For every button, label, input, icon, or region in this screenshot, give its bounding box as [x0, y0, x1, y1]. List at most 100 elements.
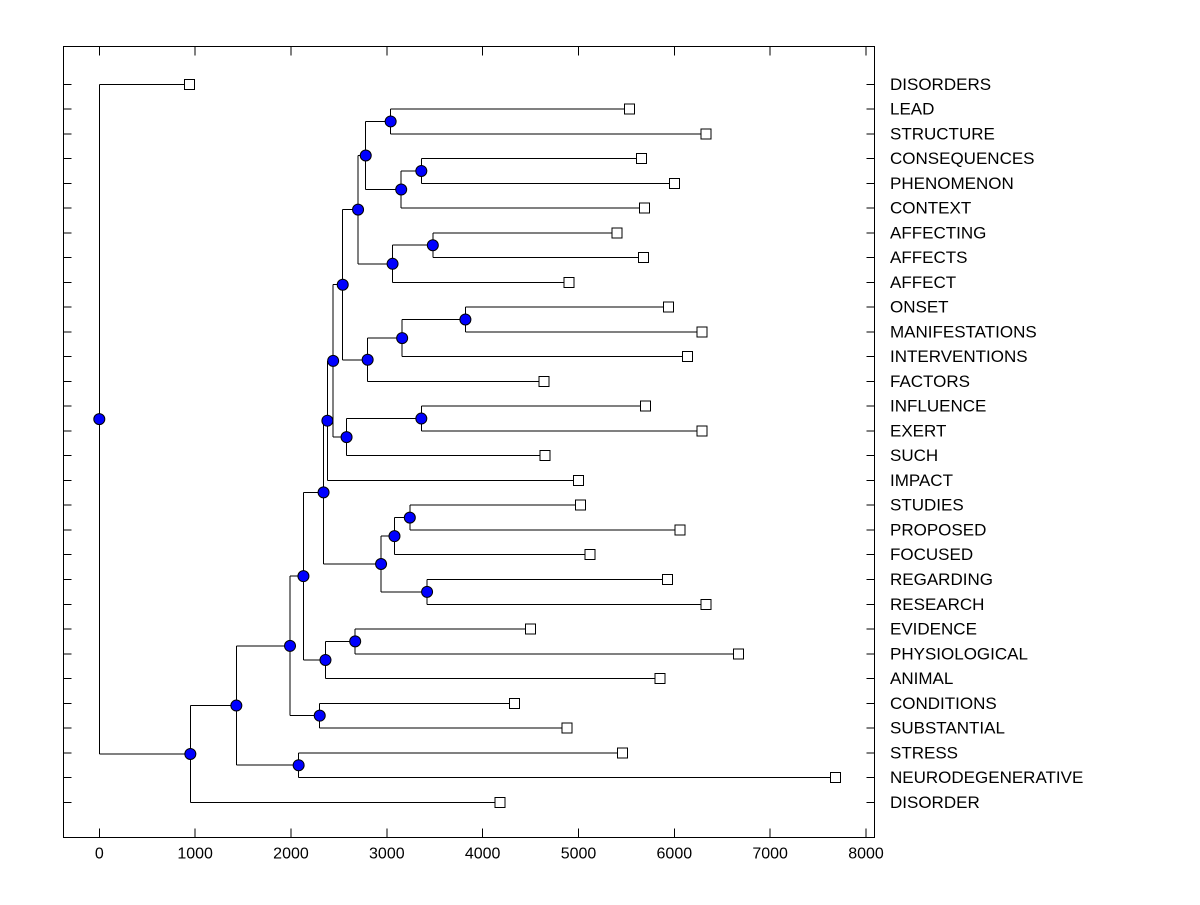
leaf-marker: [538, 375, 550, 387]
y-axis-ticks: [63, 83, 875, 803]
plot-border: [63, 46, 875, 838]
x-tick-label: 4000: [465, 846, 501, 863]
tree-branches: [98, 83, 836, 803]
branch-node-marker: [297, 570, 310, 583]
leaf-marker: [663, 301, 675, 313]
leaf-label: RESEARCH: [890, 595, 984, 614]
branch-node-marker: [361, 353, 374, 366]
branch-node-marker: [93, 413, 106, 426]
branch-node-marker: [340, 431, 353, 444]
leaf-marker: [662, 574, 674, 585]
leaf-marker: [508, 697, 520, 709]
leaf-label: MANIFESTATIONS: [890, 322, 1037, 341]
leaf-label: REGARDING: [890, 570, 993, 589]
branch-node-marker: [319, 653, 332, 666]
leaf-marker: [623, 103, 635, 115]
branch-node-marker: [327, 354, 340, 367]
branch-node-marker: [349, 635, 362, 648]
x-tick-label: 1000: [177, 846, 213, 863]
leaf-marker: [696, 425, 708, 437]
leaf-label: FOCUSED: [890, 545, 973, 564]
leaf-marker: [494, 796, 506, 808]
leaf-marker: [700, 598, 712, 610]
x-tick-label: 5000: [561, 846, 597, 863]
leaf-label: DISORDERS: [890, 75, 991, 94]
leaf-label: ONSET: [890, 298, 949, 317]
branch-node-marker: [395, 183, 408, 196]
branch-node-marker: [321, 414, 334, 427]
branch-node-marker: [184, 747, 197, 760]
leaf-label: IMPACT: [890, 471, 953, 490]
leaf-label: AFFECTING: [890, 223, 986, 242]
x-axis: 0 1000 2000 3000 4000 5000 6000 7000 8000: [95, 46, 884, 863]
branch-node-marker: [415, 164, 428, 177]
branch-node-marker: [352, 203, 365, 216]
leaf-label: STRUCTURE: [890, 124, 995, 143]
leaf-marker: [700, 128, 712, 140]
leaf-marker: [572, 474, 584, 486]
leaf-markers: [183, 78, 841, 808]
leaf-marker: [668, 177, 680, 189]
leaf-label: CONTEXT: [890, 199, 971, 218]
leaf-marker: [682, 351, 694, 363]
leaf-label: AFFECT: [890, 273, 956, 292]
leaf-label: STUDIES: [890, 496, 964, 515]
leaf-marker: [611, 227, 623, 239]
leaf-marker: [638, 252, 650, 264]
leaf-label: STRESS: [890, 743, 958, 762]
branch-node-marker: [415, 412, 428, 425]
leaf-label: AFFECTS: [890, 248, 967, 267]
branch-node-marker: [421, 585, 434, 598]
leaf-label: SUBSTANTIAL: [890, 719, 1005, 738]
leaf-marker: [563, 276, 575, 288]
leaf-label: ANIMAL: [890, 669, 953, 688]
leaf-label: FACTORS: [890, 372, 970, 391]
leaf-label: NEURODEGENERATIVE: [890, 768, 1083, 787]
leaf-marker: [733, 648, 745, 660]
branch-node-marker: [403, 511, 416, 524]
leaf-label: CONDITIONS: [890, 694, 997, 713]
leaf-marker: [654, 673, 666, 685]
x-tick-label: 0: [95, 846, 104, 863]
branch-node-marker: [336, 278, 349, 291]
x-tick-label: 3000: [369, 846, 405, 863]
leaf-marker: [561, 722, 573, 734]
leaf-label: INTERVENTIONS: [890, 347, 1028, 366]
leaf-marker: [696, 326, 708, 338]
branch-node-marker: [426, 239, 439, 252]
leaf-label: PHYSIOLOGICAL: [890, 644, 1028, 663]
leaf-marker: [584, 549, 596, 561]
leaf-label: PROPOSED: [890, 520, 986, 539]
leaf-marker: [674, 524, 686, 536]
branch-node-marker: [359, 149, 372, 162]
leaf-label: DISORDER: [890, 793, 980, 812]
branch-node-marker: [292, 759, 305, 772]
leaf-label: CONSEQUENCES: [890, 149, 1035, 168]
branch-node-marker: [317, 486, 330, 499]
branch-node-marker: [396, 332, 409, 345]
leaf-marker: [539, 450, 551, 462]
leaf-marker: [574, 499, 586, 511]
leaf-marker: [636, 153, 648, 165]
branch-node-marker: [230, 699, 243, 712]
x-tick-label: 2000: [273, 846, 309, 863]
leaf-marker: [640, 400, 652, 412]
x-tick-label: 7000: [752, 846, 788, 863]
leaf-label: INFLUENCE: [890, 397, 986, 416]
branch-node-marker: [375, 558, 388, 571]
leaf-label: EXERT: [890, 421, 946, 440]
branch-node-marker: [459, 313, 472, 326]
branch-node-marker: [313, 709, 326, 722]
branch-node-markers: [93, 115, 472, 772]
leaf-marker: [525, 623, 537, 635]
branch-node-marker: [386, 257, 399, 270]
leaf-marker: [183, 78, 195, 90]
branch-node-marker: [384, 115, 397, 128]
leaf-marker: [617, 747, 629, 759]
leaf-label: PHENOMENON: [890, 174, 1014, 193]
x-tick-label: 6000: [657, 846, 693, 863]
leaf-marker: [829, 772, 841, 784]
leaf-label: EVIDENCE: [890, 620, 977, 639]
